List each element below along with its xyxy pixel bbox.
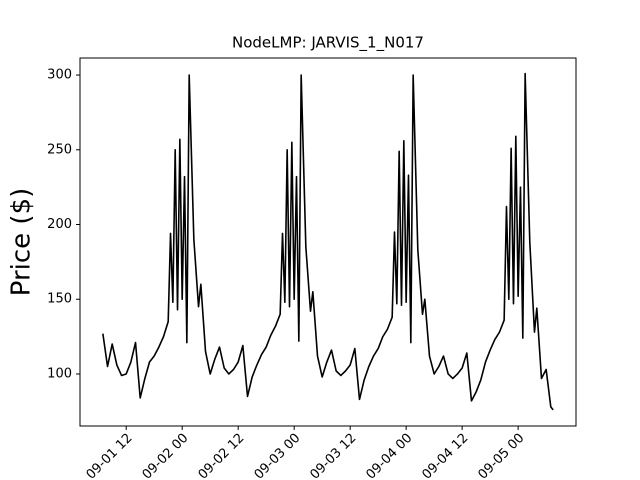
y-tick-label: 300 bbox=[47, 68, 72, 83]
y-tick-label: 150 bbox=[47, 292, 72, 307]
y-tick-label: 100 bbox=[47, 366, 72, 381]
y-axis-label: Price ($) bbox=[7, 188, 37, 297]
y-tick-label: 200 bbox=[47, 217, 72, 232]
y-tick-label: 250 bbox=[47, 142, 72, 157]
axes-frame bbox=[79, 57, 577, 427]
data-line bbox=[102, 72, 554, 411]
chart-title: NodeLMP: JARVIS_1_N017 bbox=[232, 34, 424, 53]
